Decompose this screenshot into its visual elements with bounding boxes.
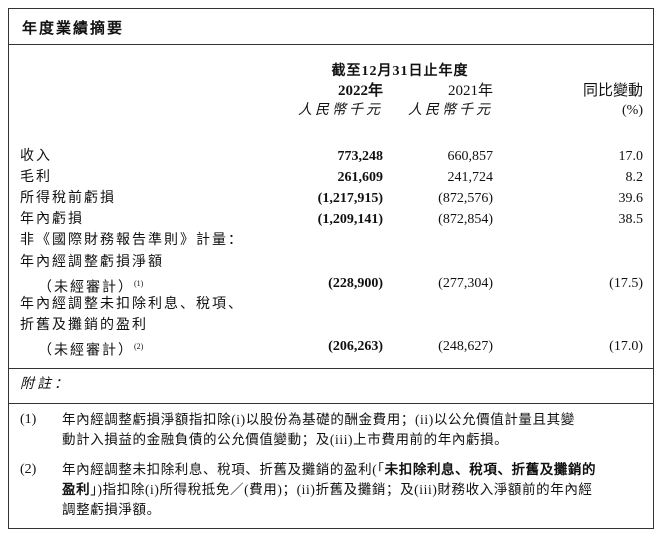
note-number: (1) (20, 412, 37, 427)
label-text: 非《國際財務報告準則》計量： (20, 233, 244, 249)
note-text: 盈利 (62, 482, 91, 497)
row-label: 折舊及攤銷的盈利 (20, 317, 148, 335)
cell: 261,609 (337, 170, 384, 186)
label-text: 年內經調整虧損淨額 (20, 254, 164, 270)
row-label: 毛利 (20, 169, 52, 187)
note-ref: (2) (134, 341, 144, 351)
cell: (277,304) (438, 275, 493, 291)
label-text: 年內虧損 (20, 212, 84, 228)
cell: (1,209,141) (317, 212, 383, 228)
row-label: （未經審計）(1) (38, 275, 143, 298)
column-year: 2021年 (447, 83, 493, 99)
note-line: 年內經調整未扣除利息、稅項、折舊及攤銷的盈利(「未扣除利息、稅項、折舊及攤銷的 (62, 461, 596, 479)
cell: (228,900) (328, 275, 383, 291)
label-text: 折舊及攤銷的盈利 (20, 317, 148, 333)
cell: 8.2 (625, 170, 644, 186)
row-label: 年內經調整虧損淨額 (20, 254, 164, 272)
label-text: 毛利 (20, 170, 52, 186)
note-line: 調整虧損淨額。 (62, 501, 161, 519)
note-text: 年內經調整虧損淨額指扣除(i)以股份為基礎的酬金費用；(ii)以公允價值計量且其… (62, 412, 575, 427)
column-unit: 人民幣千元 (408, 103, 493, 118)
label-text: （未經審計） (38, 343, 134, 359)
row-label: 非《國際財務報告準則》計量： (20, 232, 244, 250)
row-label: （未經審計）(2) (38, 338, 143, 361)
label-text: 所得稅前虧損 (20, 191, 116, 207)
cell: (1,217,915) (317, 191, 383, 207)
row-label: 年內虧損 (20, 211, 84, 229)
cell: 17.0 (618, 149, 644, 164)
row-label: 年內經調整未扣除利息、稅項、 (20, 296, 244, 314)
cell: 773,248 (337, 149, 384, 164)
cell: (248,627) (438, 338, 493, 354)
note-text: 年內經調整未扣除利息、稅項、折舊及攤銷的盈利(「 (62, 462, 385, 477)
note-number: (2) (20, 462, 37, 477)
cell: (17.0) (609, 338, 643, 354)
cell: (872,854) (438, 212, 493, 228)
column-unit: (%) (622, 103, 643, 118)
notes-title: 附註： (20, 377, 71, 392)
note-line: 年內經調整虧損淨額指扣除(i)以股份為基礎的酬金費用；(ii)以公允價值計量且其… (62, 411, 575, 429)
note-line: 動計入損益的金融負債的公允價值變動；及(iii)上市費用前的年內虧損。 (62, 431, 508, 449)
cell: (206,263) (328, 338, 383, 354)
row-label: 收入 (20, 148, 52, 166)
rule (9, 44, 653, 45)
row-label: 所得稅前虧損 (20, 190, 116, 208)
note-text: 」)指扣除(i)所得稅抵免／(費用)；(ii)折舊及攤銷；及(iii)財務收入淨… (90, 482, 593, 497)
rule (9, 368, 653, 369)
rule (9, 403, 653, 404)
cell: 38.5 (618, 212, 644, 228)
cell: (17.5) (609, 275, 643, 291)
cell: 241,724 (447, 170, 494, 186)
column-year: 2022年 (337, 83, 383, 99)
note-ref: (1) (134, 278, 144, 288)
cell: 39.6 (618, 191, 644, 207)
label-text: （未經審計） (38, 280, 134, 296)
label-text: 年內經調整未扣除利息、稅項、 (20, 296, 244, 312)
label-text: 收入 (20, 149, 52, 164)
cell: 660,857 (447, 149, 494, 164)
title: 年度業績摘要 (22, 21, 125, 37)
cell: (872,576) (438, 191, 493, 207)
frame (8, 8, 654, 529)
note-text: 調整虧損淨額。 (62, 502, 161, 517)
note-line: 盈利」)指扣除(i)所得稅抵免／(費用)；(ii)折舊及攤銷；及(iii)財務收… (62, 481, 593, 499)
period: 截至12月31日止年度 (331, 64, 469, 79)
note-text: 未扣除利息、稅項、折舊及攤銷的 (384, 462, 597, 477)
note-text: 動計入損益的金融負債的公允價值變動；及(iii)上市費用前的年內虧損。 (62, 432, 509, 447)
column-unit: 人民幣千元 (298, 103, 383, 118)
column-year: 同比變動 (582, 83, 643, 99)
